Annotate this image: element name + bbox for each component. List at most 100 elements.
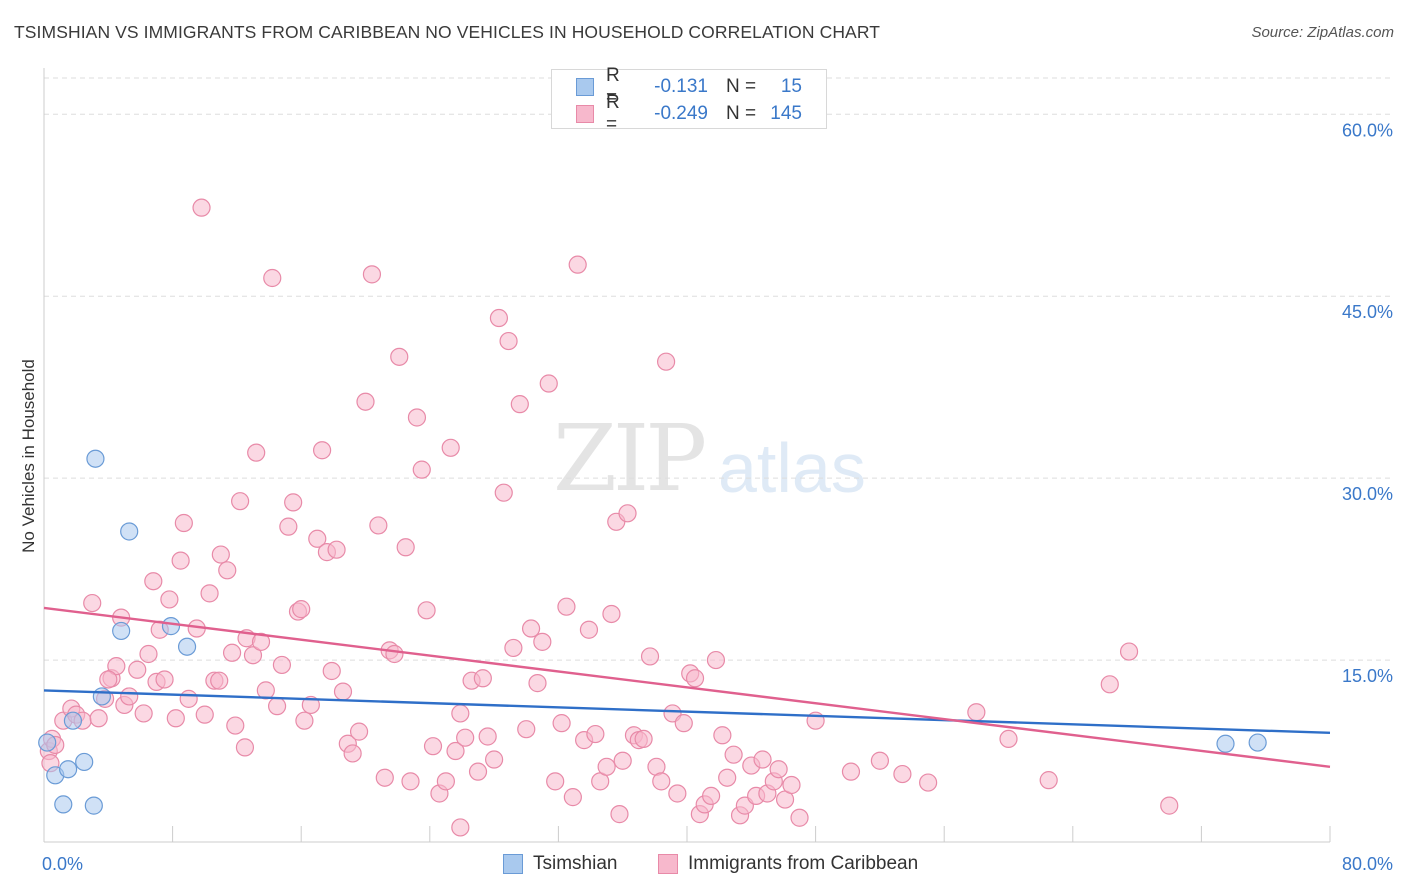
- data-point-tsimshian: [86, 449, 105, 468]
- data-point-caribbean: [375, 768, 394, 787]
- data-point-caribbean: [753, 750, 772, 769]
- data-point-caribbean: [144, 572, 163, 591]
- legend-row-caribbean: R = -0.249 N = 145: [576, 92, 802, 135]
- chart-source: Source: ZipAtlas.com: [1251, 24, 1394, 41]
- r-label: R =: [606, 92, 620, 135]
- data-point-caribbean: [89, 709, 108, 728]
- data-point-caribbean: [563, 788, 582, 807]
- data-point-caribbean: [870, 751, 890, 770]
- data-point-caribbean: [586, 724, 605, 744]
- data-point-caribbean: [919, 773, 938, 792]
- data-point-caribbean: [652, 772, 671, 791]
- data-point-caribbean: [349, 722, 369, 741]
- data-point-caribbean: [618, 504, 637, 523]
- y-tick-label: 15.0%: [1342, 666, 1393, 686]
- data-point-caribbean: [999, 729, 1018, 749]
- data-point-caribbean: [510, 395, 529, 414]
- data-point-caribbean: [139, 644, 158, 664]
- data-point-caribbean: [267, 697, 287, 716]
- data-point-caribbean: [218, 561, 237, 580]
- data-point-caribbean: [200, 584, 219, 603]
- data-point-caribbean: [251, 632, 271, 651]
- data-point-caribbean: [841, 762, 861, 781]
- data-point-caribbean: [263, 268, 282, 288]
- data-point-caribbean: [640, 647, 660, 666]
- data-point-caribbean: [790, 808, 809, 827]
- n-value: 15: [780, 76, 802, 97]
- data-point-tsimshian: [1216, 734, 1235, 753]
- data-point-tsimshian: [84, 796, 103, 815]
- data-point-caribbean: [343, 744, 362, 763]
- data-point-caribbean: [171, 551, 190, 570]
- trend-line-tsimshian: [43, 689, 1331, 735]
- data-point-caribbean: [568, 255, 587, 274]
- data-point-caribbean: [557, 597, 576, 616]
- data-point-caribbean: [473, 669, 492, 688]
- data-point-caribbean: [295, 711, 314, 730]
- legend-label-tsimshian: Tsimshian: [533, 853, 618, 874]
- data-point-tsimshian: [54, 795, 73, 814]
- data-points: [38, 198, 1267, 837]
- data-point-caribbean: [610, 805, 629, 824]
- data-point-caribbean: [893, 764, 912, 784]
- data-point-caribbean: [396, 538, 415, 557]
- data-point-caribbean: [292, 600, 311, 619]
- data-point-caribbean: [597, 757, 616, 776]
- data-point-caribbean: [468, 762, 488, 781]
- data-point-caribbean: [390, 347, 409, 366]
- data-point-tsimshian: [63, 711, 83, 730]
- data-point-caribbean: [134, 704, 153, 723]
- data-point-caribbean: [222, 643, 242, 662]
- legend-swatch-tsimshian: [503, 854, 523, 874]
- data-point-caribbean: [235, 738, 255, 757]
- y-axis-label: No Vehicles in Household: [19, 359, 38, 553]
- data-point-caribbean: [192, 198, 211, 217]
- data-point-caribbean: [1119, 642, 1139, 661]
- data-point-caribbean: [539, 374, 558, 393]
- data-point-caribbean: [702, 786, 721, 806]
- data-point-tsimshian: [161, 617, 181, 636]
- data-point-caribbean: [226, 716, 245, 735]
- data-point-caribbean: [504, 638, 523, 658]
- data-point-caribbean: [83, 593, 102, 613]
- data-point-caribbean: [1160, 796, 1179, 815]
- data-point-caribbean: [231, 492, 250, 511]
- trend-lines: [43, 606, 1331, 768]
- x-tick-label: 80.0%: [1342, 854, 1393, 874]
- data-point-caribbean: [613, 751, 632, 770]
- axis-labels: 15.0% 30.0% 45.0% 60.0% 0.0% 80.0% No Vehicles…: [19, 120, 1393, 874]
- data-point-caribbean: [179, 689, 198, 708]
- trend-line-caribbean: [43, 606, 1331, 768]
- data-point-caribbean: [446, 741, 465, 761]
- data-point-caribbean: [211, 545, 230, 564]
- data-point-caribbean: [301, 695, 320, 715]
- data-point-caribbean: [210, 671, 229, 690]
- data-point-caribbean: [451, 818, 470, 837]
- n-label: N =: [726, 103, 757, 124]
- data-point-caribbean: [99, 670, 118, 689]
- data-point-caribbean: [451, 704, 470, 723]
- data-point-caribbean: [155, 670, 174, 689]
- data-point-caribbean: [322, 661, 341, 681]
- data-point-caribbean: [128, 660, 147, 679]
- data-point-caribbean: [517, 720, 536, 739]
- data-point-caribbean: [107, 657, 126, 676]
- legend-swatch-caribbean: [658, 854, 678, 874]
- data-point-caribbean: [174, 513, 193, 533]
- data-point-caribbean: [769, 760, 788, 779]
- data-point-caribbean: [668, 784, 687, 803]
- legend-swatch-caribbean: [576, 105, 594, 123]
- data-point-caribbean: [494, 483, 513, 502]
- y-tick-label: 30.0%: [1342, 484, 1393, 504]
- axes: [43, 68, 1331, 843]
- data-point-caribbean: [528, 674, 547, 693]
- data-point-caribbean: [272, 655, 292, 675]
- data-point-caribbean: [327, 540, 346, 559]
- data-point-caribbean: [489, 308, 509, 328]
- data-point-caribbean: [1039, 771, 1058, 790]
- legend-item-caribbean: Immigrants from Caribbean: [658, 853, 918, 875]
- data-point-caribbean: [706, 650, 726, 670]
- x-tick-label: 0.0%: [42, 854, 83, 874]
- data-point-caribbean: [423, 737, 443, 756]
- legend-row-tsimshian: R = -0.131 N = 15: [576, 65, 802, 108]
